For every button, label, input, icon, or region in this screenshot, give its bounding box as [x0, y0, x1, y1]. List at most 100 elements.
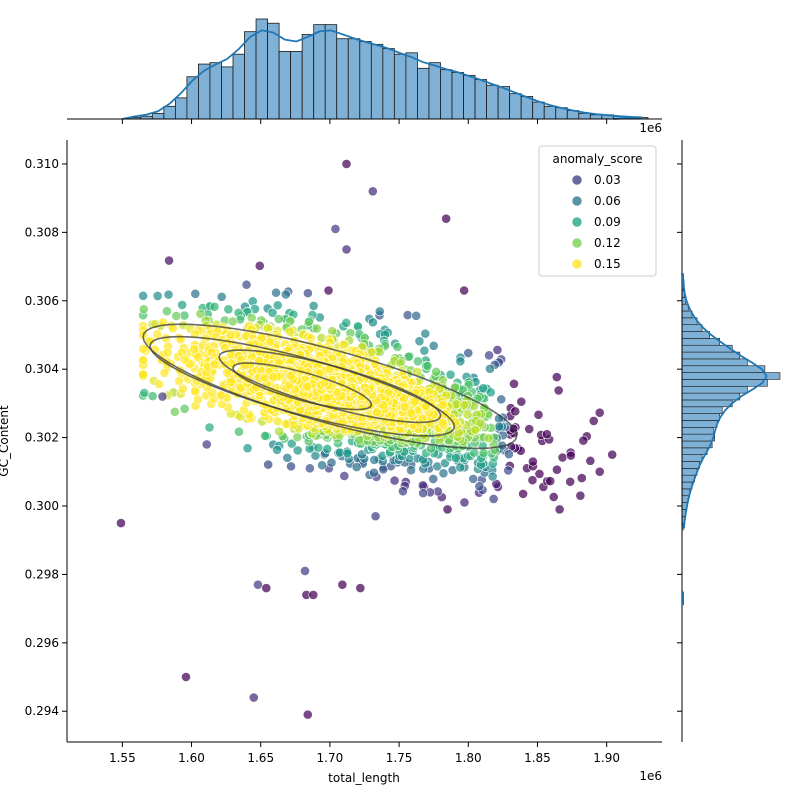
scatter-point [162, 306, 172, 317]
scatter-point [524, 424, 535, 434]
histogram-bar [681, 427, 714, 435]
density-contours [142, 323, 518, 450]
scatter-point [552, 464, 562, 475]
outlier-point [341, 244, 352, 255]
scatter-point [216, 291, 227, 302]
histogram-bar [681, 440, 713, 449]
outlier-point [308, 590, 319, 600]
scatter-point [341, 317, 352, 328]
histogram-bar [198, 63, 211, 120]
scatter-point [462, 409, 473, 420]
scatter-point [147, 391, 158, 401]
legend-marker [571, 258, 583, 270]
outlier-point [181, 672, 191, 682]
x-tick-label: 1.80 [455, 751, 482, 765]
scatter-point [162, 347, 173, 358]
histogram-bar [520, 96, 534, 120]
scatter-point [313, 442, 324, 453]
histogram-bar [681, 331, 710, 339]
scatter-point [302, 288, 313, 299]
density-contour [149, 335, 456, 437]
scatter-point [371, 407, 382, 418]
y-axis-label: GC_Content [0, 405, 11, 477]
scatter-point [220, 343, 230, 353]
scatter-point [402, 310, 413, 321]
scatter-point [588, 416, 599, 426]
scatter-point [557, 452, 568, 463]
histogram-bar [244, 31, 257, 120]
histogram-bar [681, 344, 733, 353]
histogram-bar [347, 38, 361, 120]
scatter-point [308, 301, 319, 311]
scatter-point [403, 351, 414, 362]
y-tick-label: 0.294 [25, 704, 59, 718]
histogram-bar [370, 43, 384, 120]
histogram-bar [359, 41, 372, 120]
legend-marker [571, 237, 583, 249]
scatter-point [378, 464, 389, 475]
histogram-bar [681, 488, 690, 497]
scatter-point [292, 432, 303, 443]
histogram-bar [681, 365, 766, 373]
scatter-point [510, 406, 521, 417]
outlier-point [575, 490, 586, 501]
histogram-bar [681, 399, 733, 408]
right-marginal-histogram [681, 140, 781, 742]
legend-marker [571, 174, 583, 186]
scatter-point [455, 462, 466, 473]
histogram-bar [681, 358, 748, 367]
y-tick-label: 0.298 [25, 567, 59, 581]
legend-title: anomaly_score [552, 152, 642, 166]
scatter-point [551, 372, 562, 382]
histogram-bar [532, 101, 545, 120]
scatter-point [392, 341, 403, 352]
scatter-point [280, 289, 291, 300]
histogram-bar [681, 406, 723, 414]
histogram-bar [681, 413, 720, 421]
scatter-point [268, 371, 278, 382]
scatter-point [353, 321, 363, 332]
scatter-point [285, 326, 295, 337]
y-tick-label: 0.300 [25, 499, 59, 513]
scatter-point [171, 311, 182, 321]
histogram-bar [163, 105, 176, 120]
histogram-bar [221, 66, 234, 120]
scatter-point [533, 409, 544, 420]
scatter-point [438, 468, 449, 479]
scatter-point [445, 369, 456, 380]
scatter-point [469, 447, 480, 458]
scatter-point [484, 350, 494, 361]
legend: anomaly_score 0.03 0.06 0.09 0.12 0.15 [538, 145, 657, 277]
scatter-point [414, 336, 425, 347]
outlier-point [323, 285, 334, 296]
scatter-point [399, 402, 410, 412]
scatter-point [179, 403, 190, 414]
scatter-point [225, 377, 236, 387]
scatter-point [190, 288, 201, 299]
y-tick-label: 0.308 [25, 225, 59, 239]
histogram-bar [232, 53, 245, 120]
histogram-bar [681, 454, 703, 462]
histogram-bar [463, 74, 476, 120]
histogram-bar [509, 93, 522, 120]
scatter-point [259, 372, 270, 383]
scatter-point [209, 359, 220, 370]
x-tick-label: 1.75 [386, 751, 413, 765]
scatter-point [246, 312, 257, 323]
scatter-point [317, 460, 327, 471]
scatter-point [518, 488, 529, 499]
scatter-point [263, 459, 274, 470]
density-contour [142, 323, 518, 450]
scatter-point [413, 356, 423, 367]
scatter-point [468, 473, 479, 484]
scatter-point [534, 468, 545, 479]
x-tick-label: 1.70 [317, 751, 344, 765]
y-tick-label: 0.302 [25, 431, 59, 445]
scatter-point [311, 323, 322, 334]
histogram-bar [428, 62, 441, 120]
histogram-bar [313, 24, 326, 120]
x-tick-label: 1.65 [247, 751, 274, 765]
outlier-point [300, 566, 310, 576]
histogram-bar [681, 461, 700, 469]
